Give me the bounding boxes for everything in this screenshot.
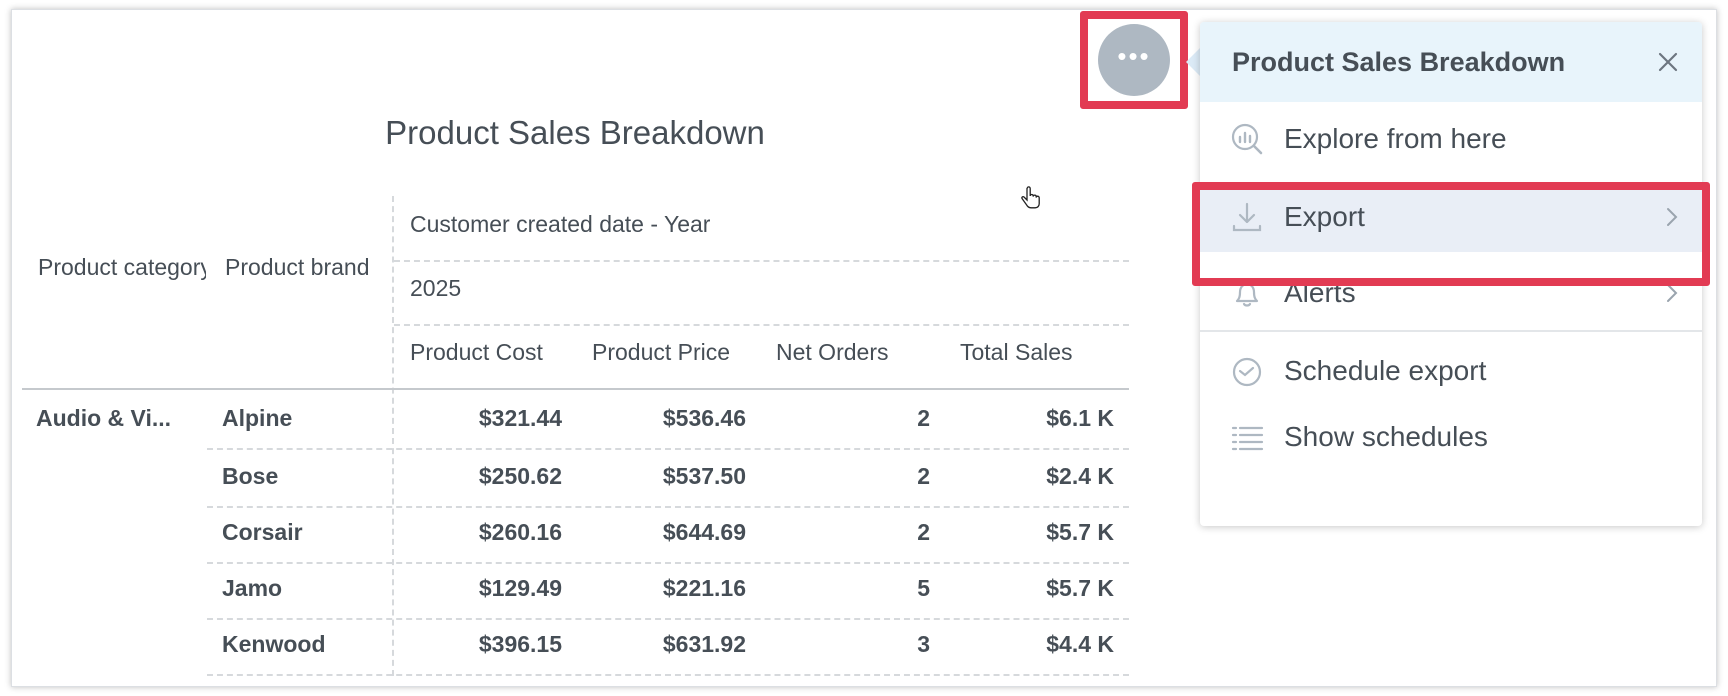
widget-options-menu: Product Sales Breakdown Explore from her… [1200, 22, 1702, 526]
download-icon [1232, 202, 1262, 232]
cell-product-price: $631.92 [662, 631, 746, 657]
cell-product-cost: $250.62 [478, 463, 562, 489]
header-product-brand[interactable]: Product brand [225, 254, 370, 280]
header-total-sales[interactable]: Total Sales [960, 339, 1073, 365]
list-icon [1231, 426, 1264, 451]
chevron-right-icon [1667, 284, 1678, 302]
menu-item-show-schedules[interactable]: Show schedules [1200, 402, 1702, 472]
cell-product-price: $221.16 [662, 575, 746, 601]
table-row: Kenwood $396.15 $631.92 3 $4.4 K [22, 616, 1129, 672]
row-divider [207, 618, 1129, 620]
header-bottom-border [22, 388, 1129, 390]
menu-title: Product Sales Breakdown [1232, 47, 1566, 77]
table-row: Corsair $260.16 $644.69 2 $5.7 K [22, 504, 1129, 560]
cell-brand: Corsair [222, 519, 303, 545]
popup-arrow [1186, 46, 1202, 78]
header-year-2025[interactable]: 2025 [410, 275, 462, 301]
cell-product-cost: $321.44 [478, 405, 562, 431]
header-product-category[interactable]: Product category [38, 254, 206, 280]
header-product-cost[interactable]: Product Cost [410, 339, 543, 365]
cell-net-orders: 2 [917, 463, 930, 489]
export-highlight-box [1192, 182, 1710, 286]
cell-brand: Jamo [222, 575, 283, 601]
menu-item-schedule-export[interactable]: Schedule export [1200, 336, 1702, 406]
cell-net-orders: 2 [917, 519, 930, 545]
cell-total-sales: $2.4 K [1046, 463, 1114, 489]
cell-product-price: $536.46 [662, 405, 746, 431]
cell-product-cost: $396.15 [478, 631, 562, 657]
table-row: Jamo $129.49 $221.16 5 $5.7 K [22, 560, 1129, 616]
explore-icon [1231, 123, 1263, 155]
header-divider [394, 324, 1129, 326]
menu-item-label: Export [1284, 201, 1365, 232]
row-divider [207, 674, 1129, 676]
cell-category: Audio & Vi... [36, 405, 172, 431]
header-product-price[interactable]: Product Price [592, 339, 731, 365]
table-row: Audio & Vi... Alpine $321.44 $536.46 2 $… [22, 390, 1129, 446]
header-divider [394, 260, 1129, 262]
row-divider [207, 562, 1129, 564]
menu-item-label: Explore from here [1284, 123, 1507, 154]
cell-product-price: $537.50 [662, 463, 746, 489]
menu-item-label: Show schedules [1284, 421, 1488, 452]
widget-options-button[interactable]: ••• [1098, 24, 1170, 96]
column-divider [392, 196, 394, 676]
menu-item-export[interactable]: Export [1200, 182, 1702, 252]
cell-product-cost: $129.49 [478, 575, 562, 601]
cell-net-orders: 5 [917, 575, 930, 601]
header-net-orders[interactable]: Net Orders [776, 339, 889, 365]
cell-brand: Alpine [222, 405, 293, 431]
chevron-right-icon [1667, 208, 1678, 226]
cell-brand: Bose [222, 463, 279, 489]
clock-icon [1232, 357, 1262, 387]
table-row: Bose $250.62 $537.50 2 $2.4 K [22, 448, 1129, 504]
cell-net-orders: 2 [917, 405, 930, 431]
pivot-table: Product category Product brand Customer … [22, 196, 1129, 676]
cell-product-cost: $260.16 [478, 519, 562, 545]
menu-item-label: Schedule export [1284, 355, 1487, 386]
close-icon[interactable] [1656, 50, 1680, 74]
cell-total-sales: $5.7 K [1046, 575, 1114, 601]
menu-header: Product Sales Breakdown [1200, 22, 1702, 102]
cell-product-price: $644.69 [662, 519, 746, 545]
cell-total-sales: $5.7 K [1046, 519, 1114, 545]
cell-brand: Kenwood [222, 631, 326, 657]
row-divider [207, 448, 1129, 450]
hand-cursor-icon [1021, 186, 1040, 209]
header-date-year[interactable]: Customer created date - Year [410, 211, 711, 237]
cell-total-sales: $4.4 K [1046, 631, 1114, 657]
widget-title: Product Sales Breakdown [385, 114, 765, 151]
more-icon: ••• [1117, 41, 1151, 71]
cell-net-orders: 3 [917, 631, 930, 657]
menu-divider [1200, 330, 1702, 332]
menu-item-explore[interactable]: Explore from here [1200, 104, 1702, 174]
cell-total-sales: $6.1 K [1046, 405, 1114, 431]
trigger-highlight-box [1080, 11, 1188, 109]
row-divider [207, 506, 1129, 508]
